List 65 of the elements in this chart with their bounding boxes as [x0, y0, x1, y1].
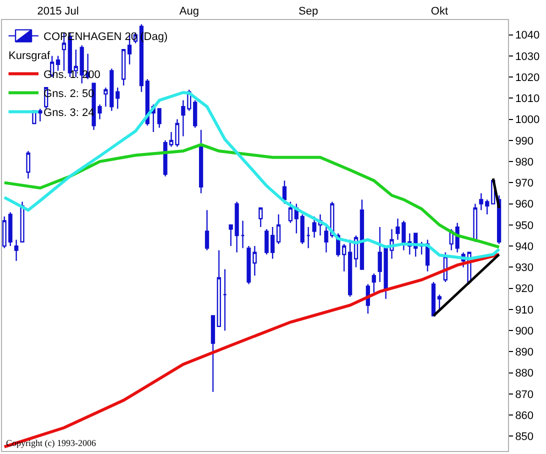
y-tick-label: 890	[515, 346, 534, 359]
candlestick	[282, 180, 287, 204]
x-tick-label: Okt	[430, 6, 448, 18]
candlestick	[270, 226, 275, 260]
candlestick	[80, 44, 84, 84]
candlestick	[348, 239, 352, 298]
candlestick	[222, 268, 227, 332]
candlestick	[157, 108, 162, 128]
y-tick-label: 1010	[515, 93, 540, 106]
candlestick	[306, 226, 310, 249]
y-tick-label: 950	[515, 220, 534, 232]
y-tick-label: 1020	[515, 72, 540, 84]
x-tick-label: 2015 Jul	[37, 6, 79, 18]
y-tick-label: 910	[515, 304, 534, 316]
candlestick	[479, 192, 484, 211]
x-tick-label: Aug	[179, 6, 199, 18]
line-series	[2, 143, 501, 249]
y-tick-label: 860	[515, 410, 534, 422]
candlestick	[14, 239, 18, 262]
y-tick-label: 960	[515, 198, 534, 211]
candlestick	[228, 224, 233, 247]
candlestick	[181, 100, 186, 137]
y-tick-label: 940	[515, 240, 534, 253]
y-tick-label: 920	[515, 283, 534, 296]
candlestick	[38, 108, 42, 122]
candlestick	[26, 150, 30, 180]
y-tick-label: 1030	[515, 50, 540, 63]
y-tick-label: 870	[515, 388, 534, 401]
candlestick	[378, 226, 382, 283]
y-tick-label: 880	[515, 368, 534, 380]
y-tick-label: 930	[515, 262, 534, 274]
candlestick	[199, 129, 204, 194]
candlestick	[258, 207, 263, 228]
legend-title: Kursgraf	[8, 50, 52, 62]
y-tick-label: 1040	[515, 30, 540, 42]
y-tick-label: 900	[515, 325, 534, 338]
candlestick	[431, 281, 436, 316]
y-tick-label: 970	[515, 178, 534, 190]
candlestick	[8, 212, 12, 247]
y-tick-label: 980	[515, 156, 534, 168]
y-tick-label: 850	[515, 431, 534, 444]
candlestick	[240, 220, 245, 249]
candlestick	[276, 214, 281, 245]
candlestick	[300, 214, 304, 245]
candlestick	[122, 48, 126, 86]
candlestick	[204, 210, 210, 251]
candlestick	[210, 315, 216, 392]
candlestick	[264, 228, 269, 256]
candlestick	[372, 272, 376, 294]
candlestick	[437, 294, 442, 310]
candlestick	[56, 55, 60, 72]
x-tick-label: Sep	[298, 6, 318, 18]
y-tick-label: 990	[515, 135, 534, 148]
line-series	[2, 253, 501, 448]
candlestick	[193, 100, 198, 128]
candlestick	[116, 87, 120, 110]
candlestick	[342, 243, 346, 272]
candlestick	[20, 201, 24, 242]
y-tick-label: 1000	[515, 114, 540, 126]
line-series	[2, 90, 501, 260]
candlestick	[216, 250, 221, 327]
candlestick	[485, 198, 490, 215]
candlestick	[360, 198, 364, 270]
candlestick	[234, 201, 239, 253]
candlestick	[288, 201, 293, 224]
